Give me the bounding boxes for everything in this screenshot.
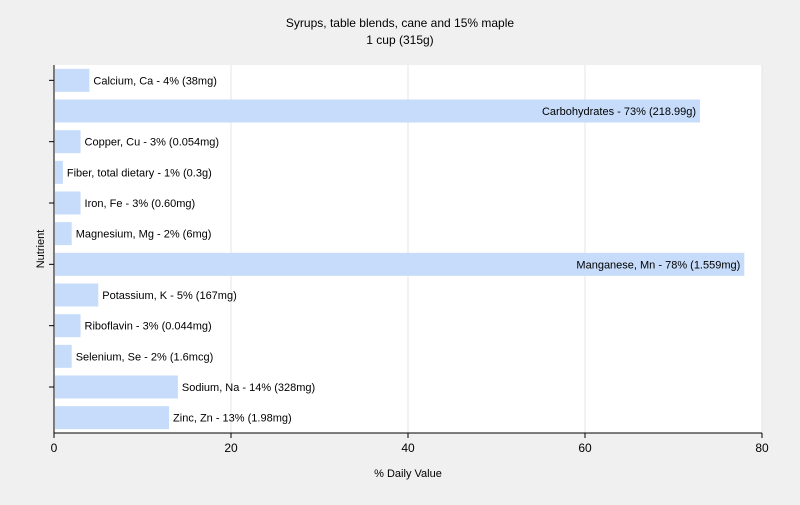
bar-value-label: Sodium, Na - 14% (328mg)	[182, 382, 315, 394]
bar	[55, 406, 170, 430]
chart-subtitle: 1 cup (315g)	[366, 33, 433, 47]
bar-value-label: Iron, Fe - 3% (0.60mg)	[85, 198, 196, 210]
bars	[55, 68, 745, 430]
bar-value-label: Fiber, total dietary - 1% (0.3g)	[67, 167, 212, 179]
bar-value-label: Carbohydrates - 73% (218.99g)	[542, 106, 696, 118]
x-tick-label: 20	[224, 441, 238, 455]
bar	[55, 314, 81, 338]
ticks: 0 20 40 60 80	[49, 79, 769, 455]
data-labels: Calcium, Ca - 4% (38mg) Carbohydrates - 7…	[67, 75, 740, 424]
bar-value-label: Magnesium, Mg - 2% (6mg)	[76, 229, 212, 241]
bar-value-label: Zinc, Zn - 13% (1.98mg)	[173, 413, 292, 425]
grid	[230, 65, 763, 433]
bar	[55, 222, 72, 246]
bar	[55, 130, 81, 154]
x-tick-label: 0	[51, 441, 58, 455]
y-axis-label: Nutrient	[35, 230, 47, 269]
bar	[55, 160, 63, 184]
bar	[55, 68, 90, 92]
bar	[55, 99, 701, 123]
bar	[55, 252, 745, 276]
x-tick-label: 40	[401, 441, 415, 455]
bar-value-label: Potassium, K - 5% (167mg)	[102, 290, 237, 302]
bar	[55, 344, 72, 368]
chart-title: Syrups, table blends, cane and 15% maple	[286, 16, 514, 30]
bar-value-label: Riboflavin - 3% (0.044mg)	[85, 321, 212, 333]
bar-value-label: Manganese, Mn - 78% (1.559mg)	[576, 259, 740, 271]
x-tick-label: 60	[578, 441, 592, 455]
bar-value-label: Selenium, Se - 2% (1.6mcg)	[76, 351, 214, 363]
bar	[55, 375, 178, 399]
bar	[55, 191, 81, 215]
bar	[55, 283, 99, 307]
x-axis-label: % Daily Value	[374, 468, 442, 480]
bar-value-label: Calcium, Ca - 4% (38mg)	[93, 75, 216, 87]
x-tick-label: 80	[755, 441, 769, 455]
bar-value-label: Copper, Cu - 3% (0.054mg)	[85, 137, 220, 149]
